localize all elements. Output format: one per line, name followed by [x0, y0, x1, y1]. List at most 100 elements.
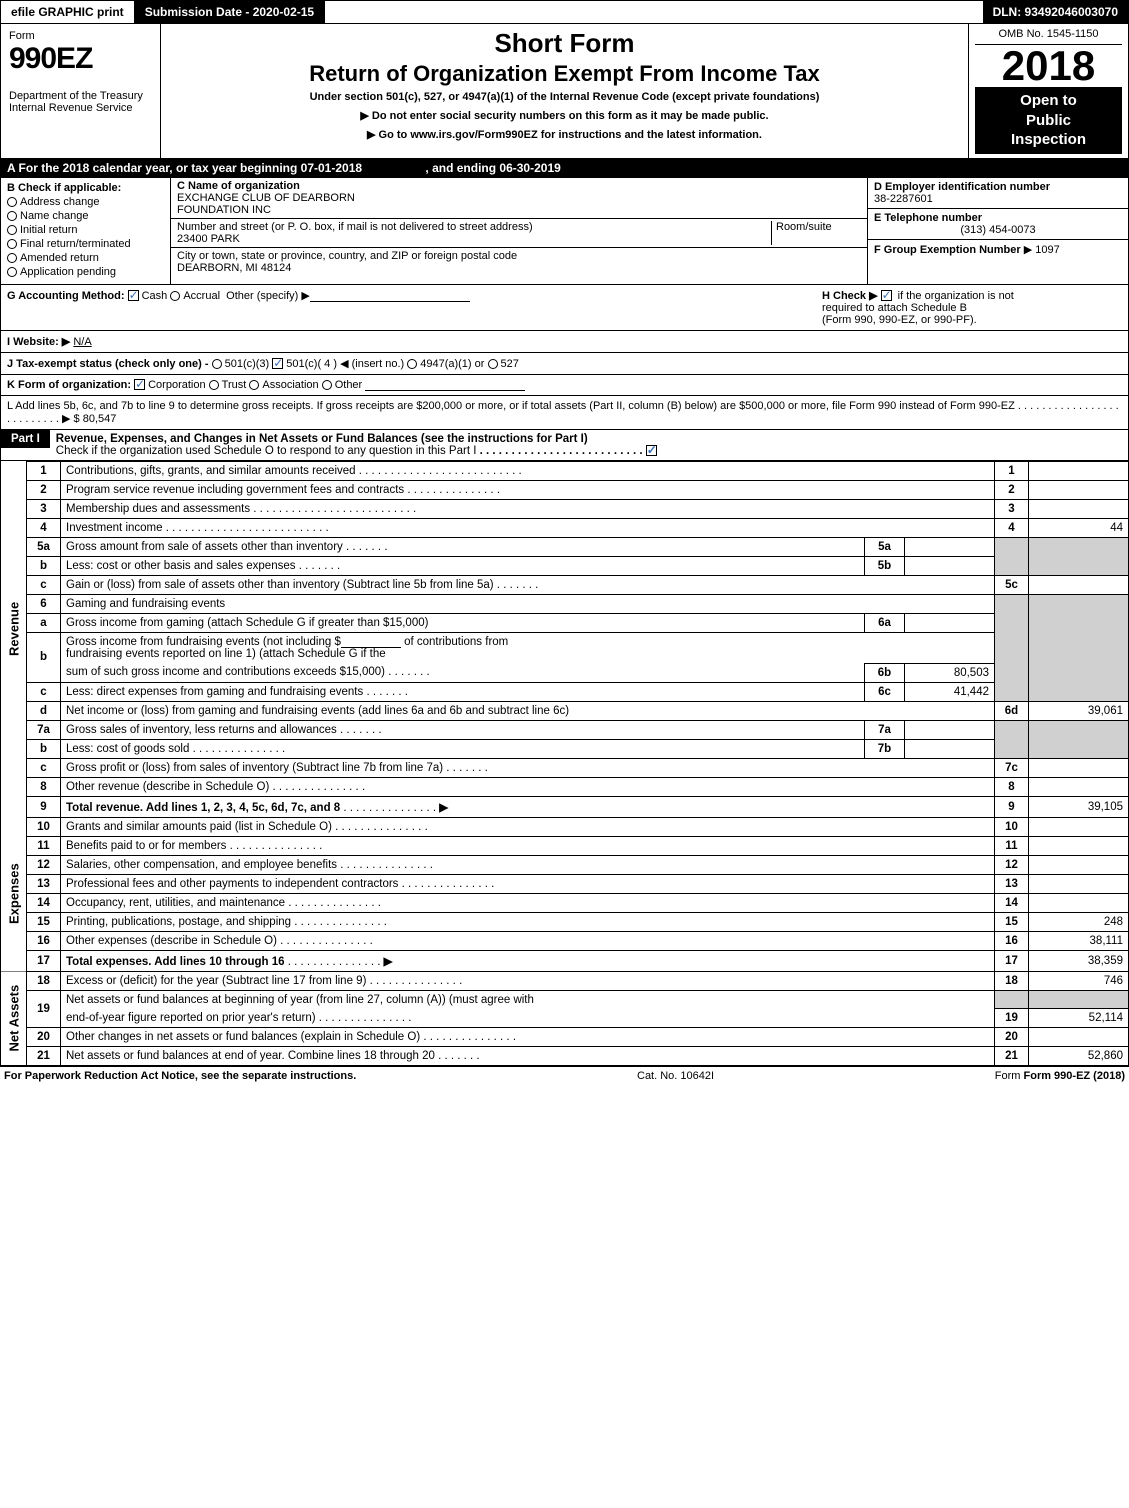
efile-label: efile GRAPHIC print [1, 1, 135, 23]
chk-name[interactable]: Name change [7, 210, 164, 222]
arrow-line-1: ▶ Do not enter social security numbers o… [169, 109, 960, 122]
f-value: ▶ 1097 [1024, 244, 1060, 256]
k-other-input[interactable] [365, 379, 525, 391]
chk-pending[interactable]: Application pending [7, 266, 164, 278]
part1-checkbox[interactable] [646, 445, 657, 456]
chk-amended[interactable]: Amended return [7, 252, 164, 264]
f-label: F Group Exemption Number [874, 244, 1021, 256]
part1-header: Part I Revenue, Expenses, and Changes in… [0, 430, 1129, 461]
b-label: B Check if applicable: [7, 182, 121, 194]
l1-n: 1 [27, 461, 61, 480]
radio-527[interactable] [488, 359, 498, 369]
subtitle: Under section 501(c), 527, or 4947(a)(1)… [169, 91, 960, 103]
g-other: Other (specify) ▶ [226, 290, 310, 302]
form-word: Form [9, 30, 152, 42]
c-name: C Name of organization EXCHANGE CLUB OF … [171, 178, 867, 219]
spacer [325, 1, 982, 23]
l-text: L Add lines 5b, 6c, and 7b to line 9 to … [7, 400, 1015, 412]
row-l: L Add lines 5b, 6c, and 7b to line 9 to … [0, 396, 1129, 430]
col-c: C Name of organization EXCHANGE CLUB OF … [171, 178, 868, 284]
phone-value: (313) 454-0073 [874, 224, 1122, 236]
arrow-17: ▶ [384, 956, 393, 968]
d-ein: D Employer identification number 38-2287… [868, 178, 1128, 209]
part1-checkline: Check if the organization used Schedule … [56, 445, 477, 457]
g-other-input[interactable] [310, 290, 470, 302]
row-k: K Form of organization: Corporation Trus… [0, 375, 1129, 396]
f-group: F Group Exemption Number ▶ 1097 [868, 240, 1128, 259]
l19-v: 52,114 [1029, 1009, 1129, 1028]
row-a-end: , and ending 06-30-2019 [425, 161, 560, 175]
city-value: DEARBORN, MI 48124 [177, 262, 291, 274]
row-i: I Website: ▶ N/A [0, 331, 1129, 353]
submission-date: Submission Date - 2020-02-15 [135, 1, 325, 23]
l1-v [1029, 461, 1129, 480]
ein-value: 38-2287601 [874, 193, 933, 205]
chk-corp[interactable] [134, 379, 145, 390]
header-center: Short Form Return of Organization Exempt… [161, 24, 968, 158]
arrow-9: ▶ [439, 802, 448, 814]
d-label: D Employer identification number [874, 181, 1050, 193]
6b-input[interactable] [341, 636, 401, 648]
j-label: J Tax-exempt status (check only one) - [7, 358, 209, 370]
l17-v: 38,359 [1029, 950, 1129, 971]
open-inspection: Open to Public Inspection [975, 87, 1122, 154]
l18-v: 746 [1029, 971, 1129, 990]
h-text2: required to attach Schedule B [822, 302, 967, 314]
dept-line1: Department of the Treasury [9, 90, 152, 102]
dln-label: DLN: 93492046003070 [983, 1, 1128, 23]
col-b: B Check if applicable: Address change Na… [1, 178, 171, 284]
radio-assoc[interactable] [249, 380, 259, 390]
chk-cash[interactable] [128, 290, 139, 301]
footer-right: Form Form 990-EZ (2018) [995, 1070, 1125, 1082]
g-label: G Accounting Method: [7, 290, 125, 302]
l1-d: Contributions, gifts, grants, and simila… [66, 465, 356, 477]
6b-v: 80,503 [905, 663, 995, 682]
info-grid: B Check if applicable: Address change Na… [0, 178, 1129, 285]
website-value: N/A [73, 336, 91, 348]
row-j: J Tax-exempt status (check only one) - 5… [0, 353, 1129, 375]
l16-v: 38,111 [1029, 931, 1129, 950]
6d-v: 39,061 [1029, 701, 1129, 720]
arrow-line-2: ▶ Go to www.irs.gov/Form990EZ for instru… [169, 128, 960, 141]
chk-address[interactable]: Address change [7, 196, 164, 208]
street-label: Number and street (or P. O. box, if mail… [177, 221, 533, 233]
org-name-1: EXCHANGE CLUB OF DEARBORN [177, 192, 355, 204]
chk-final[interactable]: Final return/terminated [7, 238, 164, 250]
open2: Public [977, 111, 1120, 131]
row-a: A For the 2018 calendar year, or tax yea… [0, 159, 1129, 178]
chk-initial[interactable]: Initial return [7, 224, 164, 236]
l4-v: 44 [1029, 518, 1129, 537]
expenses-label: Expenses [1, 817, 27, 971]
radio-other[interactable] [322, 380, 332, 390]
l21-v: 52,860 [1029, 1047, 1129, 1066]
radio-accrual[interactable] [170, 291, 180, 301]
city-label: City or town, state or province, country… [177, 250, 517, 262]
col-d: D Employer identification number 38-2287… [868, 178, 1128, 284]
radio-trust[interactable] [209, 380, 219, 390]
part1-title: Revenue, Expenses, and Changes in Net As… [50, 430, 1128, 460]
chk-h[interactable] [881, 290, 892, 301]
e-phone: E Telephone number (313) 454-0073 [868, 209, 1128, 240]
l1-r: 1 [995, 461, 1029, 480]
row-g: G Accounting Method: Cash Accrual Other … [7, 289, 802, 326]
page-footer: For Paperwork Reduction Act Notice, see … [0, 1066, 1129, 1082]
h-text3: (Form 990, 990-EZ, or 990-PF). [822, 314, 977, 326]
row-g-h: G Accounting Method: Cash Accrual Other … [0, 285, 1129, 331]
street-value: 23400 PARK [177, 233, 240, 245]
netassets-label: Net Assets [1, 971, 27, 1066]
grey-5 [995, 537, 1029, 575]
grey-6 [995, 594, 1029, 701]
chk-501c[interactable] [272, 358, 283, 369]
c-city: City or town, state or province, country… [171, 248, 867, 276]
c-label: C Name of organization [177, 180, 300, 192]
header-right: OMB No. 1545-1150 2018 Open to Public In… [968, 24, 1128, 158]
row-a-left: A For the 2018 calendar year, or tax yea… [1, 159, 1128, 177]
title-return: Return of Organization Exempt From Incom… [169, 61, 960, 87]
footer-cat: Cat. No. 10642I [637, 1070, 714, 1082]
title-short-form: Short Form [169, 28, 960, 59]
form-header: Form 990EZ Department of the Treasury In… [0, 24, 1129, 159]
radio-4947[interactable] [407, 359, 417, 369]
dept-line2: Internal Revenue Service [9, 102, 152, 114]
h-label: H Check ▶ [822, 290, 878, 302]
radio-501c3[interactable] [212, 359, 222, 369]
